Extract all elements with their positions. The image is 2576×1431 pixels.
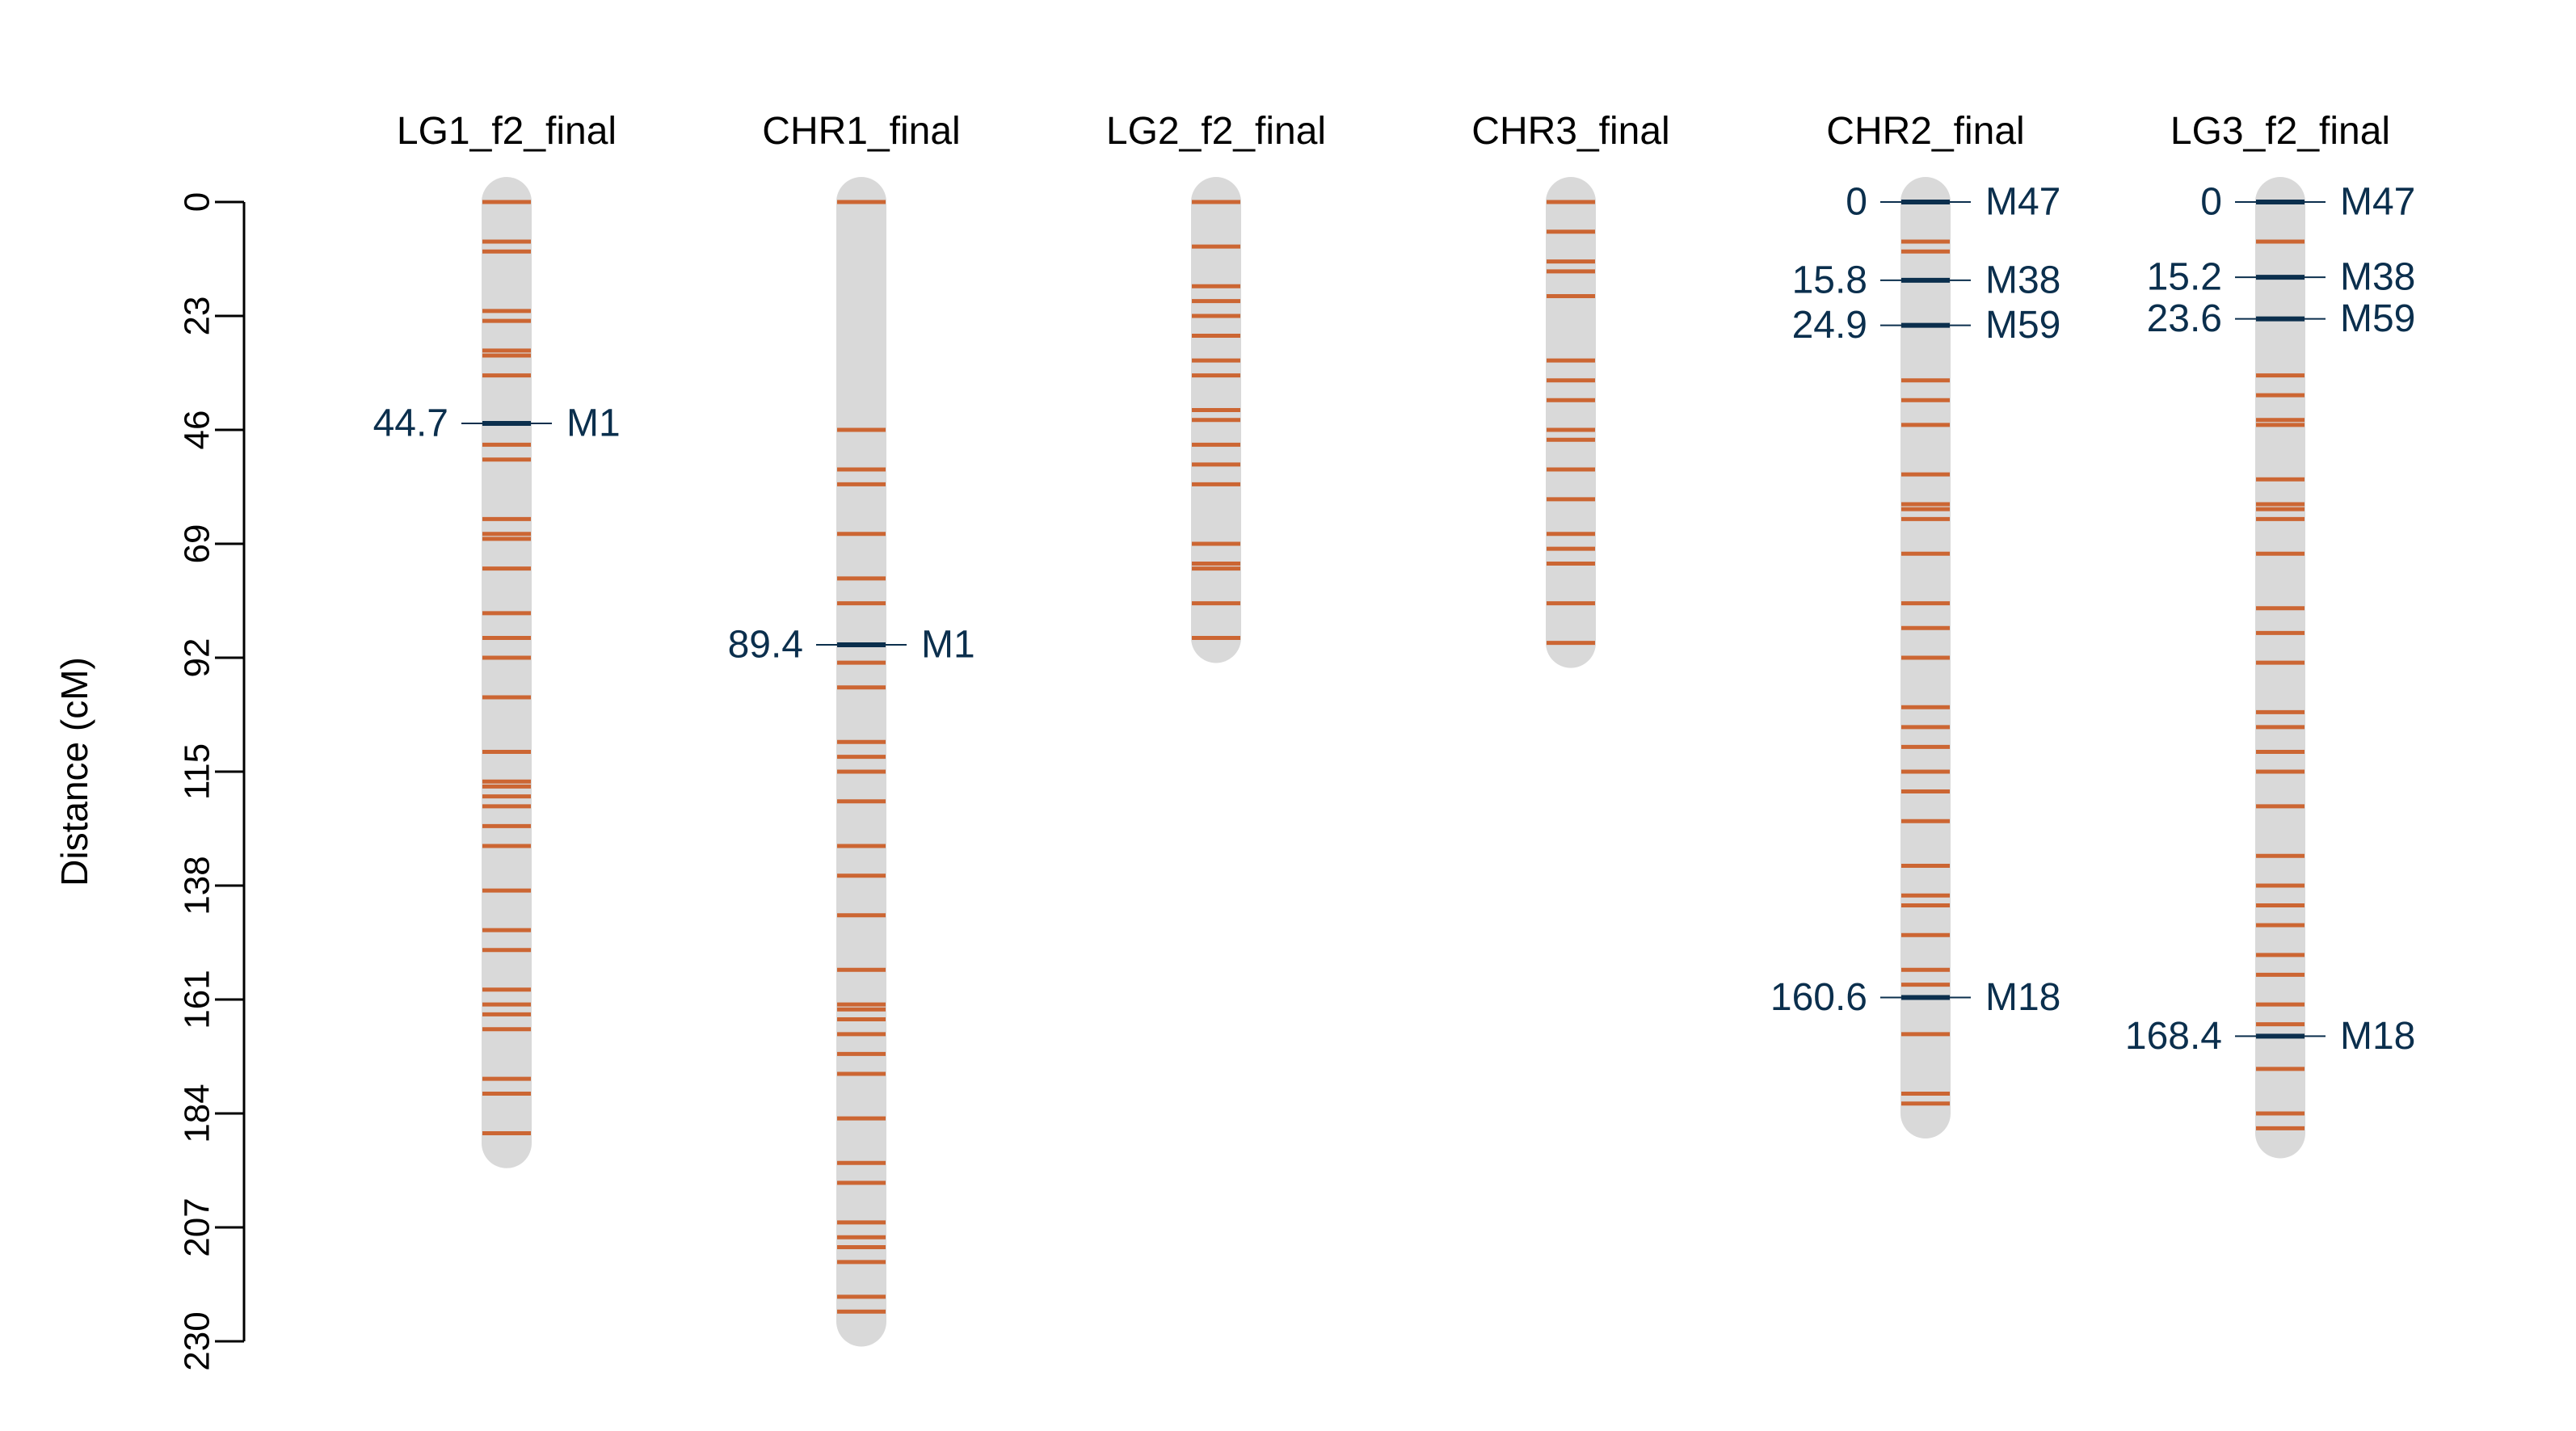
- linkage-group: LG2_f2_final: [1106, 110, 1326, 663]
- y-tick-label: 115: [178, 743, 217, 800]
- linkage-group: CHR3_final: [1471, 110, 1670, 668]
- group-title: LG2_f2_final: [1106, 110, 1326, 153]
- highlight-position-label: 24.9: [1792, 304, 1867, 347]
- y-tick-label: 184: [178, 1084, 217, 1143]
- y-tick-label: 207: [178, 1197, 217, 1256]
- highlight-position-label: 89.4: [728, 624, 803, 667]
- highlight-marker-name: M59: [1985, 304, 2060, 347]
- y-tick-label: 230: [178, 1311, 217, 1370]
- y-axis: 0 23 46 69 92 115 138 161 184 207 230: [178, 192, 246, 1371]
- highlight-marker-name: M18: [1985, 976, 2060, 1019]
- group-title: LG3_f2_final: [2170, 110, 2390, 153]
- linkage-group: LG1_f2_final 44.7 M1: [373, 110, 621, 1168]
- y-tick-label: 138: [178, 856, 217, 915]
- group-title: CHR2_final: [1826, 110, 2024, 153]
- highlight-marker-name: M1: [921, 624, 975, 667]
- linkage-groups: LG1_f2_final 44.7 M1 CHR1_final 89.4 M1 LG2_f2…: [373, 110, 2415, 1347]
- highlight-marker-name: M18: [2340, 1015, 2415, 1058]
- y-tick-label: 161: [178, 970, 217, 1029]
- group-title: LG1_f2_final: [397, 110, 617, 153]
- linkage-group: LG3_f2_final 0 M47 15.2 M38 23.6 M59 168.4 M18: [2125, 110, 2415, 1159]
- group-title: CHR1_final: [762, 110, 960, 153]
- highlight-position-label: 44.7: [373, 402, 448, 445]
- highlight-marker-name: M59: [2340, 297, 2415, 340]
- highlight-position-label: 168.4: [2125, 1015, 2222, 1058]
- y-tick-label: 46: [178, 410, 217, 450]
- y-tick-label: 92: [178, 638, 217, 678]
- group-title: CHR3_final: [1471, 110, 1669, 153]
- y-axis-title: Distance (cM): [53, 657, 95, 886]
- highlight-marker-name: M47: [2340, 181, 2415, 224]
- highlight-marker-name: M1: [566, 402, 621, 445]
- highlight-position-label: 15.2: [2147, 256, 2222, 299]
- y-tick-label: 23: [178, 297, 217, 336]
- linkage-group: CHR1_final 89.4 M1: [728, 110, 975, 1347]
- y-tick-label: 0: [178, 192, 217, 212]
- highlight-position-label: 0: [1846, 181, 1867, 224]
- highlight-marker-name: M38: [2340, 256, 2415, 299]
- highlight-position-label: 160.6: [1770, 976, 1867, 1019]
- highlight-position-label: 23.6: [2147, 297, 2222, 340]
- y-tick-label: 69: [178, 524, 217, 564]
- highlight-position-label: 0: [2200, 181, 2222, 224]
- highlight-position-label: 15.8: [1792, 259, 1867, 301]
- linkage-group: CHR2_final 0 M47 15.8 M38 24.9 M59 160.6 M18: [1770, 110, 2060, 1138]
- highlight-marker-name: M38: [1985, 259, 2060, 301]
- highlight-marker-name: M47: [1985, 181, 2060, 224]
